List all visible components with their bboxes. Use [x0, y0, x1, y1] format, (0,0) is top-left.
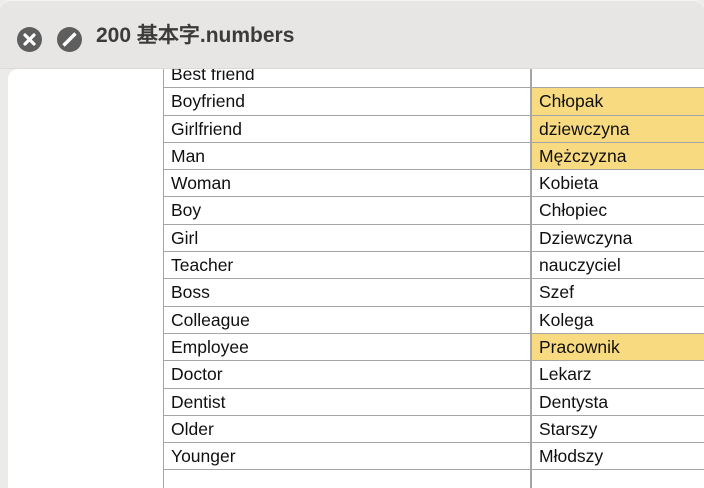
cell-english[interactable]: Boy: [164, 197, 532, 224]
cell-english[interactable]: Girlfriend: [164, 115, 532, 142]
cell-english[interactable]: Dentist: [164, 388, 532, 415]
cell-polish[interactable]: dziewczyna: [532, 115, 704, 142]
cell-polish[interactable]: Dentysta: [532, 388, 704, 415]
cell-polish[interactable]: Młodszy: [532, 443, 704, 470]
table-row: Teacher nauczyciel: [164, 252, 704, 280]
table-row: Doctor Lekarz: [164, 361, 704, 389]
cell-english[interactable]: Man: [164, 142, 532, 170]
cell-english[interactable]: Younger: [164, 443, 532, 470]
table-row: Boyfriend Chłopak: [164, 88, 704, 116]
cell-polish[interactable]: Mężczyzna: [532, 142, 704, 170]
cell-polish[interactable]: [532, 470, 704, 488]
table-row: Man Mężczyzna: [164, 142, 704, 171]
cell-english[interactable]: Older: [164, 415, 532, 443]
table-row: Older Starszy: [164, 415, 704, 444]
cell-polish[interactable]: Kobieta: [532, 170, 704, 197]
cell-polish[interactable]: Kolega: [532, 306, 704, 333]
cell-polish[interactable]: Pracownik: [532, 333, 704, 361]
close-icon[interactable]: [17, 27, 42, 52]
document-panel: Best friend Boyfriend Chłopak Girlfriend dzi…: [8, 69, 704, 488]
cell-english[interactable]: Boss: [164, 279, 532, 306]
cell-english[interactable]: Teacher: [164, 252, 532, 279]
cell-polish[interactable]: nauczyciel: [532, 252, 704, 279]
table-row: Dentist Dentysta: [164, 388, 704, 416]
title-bar: 200 基本字.numbers: [0, 0, 704, 69]
vocab-table: Best friend Boyfriend Chłopak Girlfriend dzi…: [163, 69, 704, 488]
cell-polish[interactable]: Chłopak: [532, 88, 704, 115]
window-title: 200 基本字.numbers: [96, 24, 295, 47]
left-gutter: [0, 69, 8, 488]
table-row: Woman Kobieta: [164, 170, 704, 198]
cell-polish[interactable]: Chłopiec: [532, 197, 704, 224]
table-row: Best friend: [164, 69, 704, 89]
table-row: Girl Dziewczyna: [164, 224, 704, 253]
table-row: Colleague Kolega: [164, 306, 704, 334]
cell-english[interactable]: Doctor: [164, 361, 532, 388]
table-row: [164, 470, 704, 488]
cell-english[interactable]: Boyfriend: [164, 88, 532, 115]
cell-english[interactable]: Girl: [164, 224, 532, 252]
cell-polish[interactable]: Starszy: [532, 415, 704, 443]
cell-english[interactable]: Employee: [164, 333, 532, 361]
cell-english[interactable]: Best friend: [164, 69, 532, 88]
cell-english[interactable]: [164, 470, 532, 488]
cell-polish[interactable]: Dziewczyna: [532, 224, 704, 252]
table-row: Boy Chłopiec: [164, 197, 704, 225]
table-row: Employee Pracownik: [164, 333, 704, 362]
cell-polish[interactable]: [532, 69, 704, 88]
table-row: Younger Młodszy: [164, 443, 704, 471]
cell-english[interactable]: Woman: [164, 170, 532, 197]
cell-polish[interactable]: Lekarz: [532, 361, 704, 388]
cell-polish[interactable]: Szef: [532, 279, 704, 306]
cell-english[interactable]: Colleague: [164, 306, 532, 333]
blocked-icon[interactable]: [57, 27, 82, 52]
table-row: Girlfriend dziewczyna: [164, 115, 704, 143]
table-row: Boss Szef: [164, 279, 704, 307]
